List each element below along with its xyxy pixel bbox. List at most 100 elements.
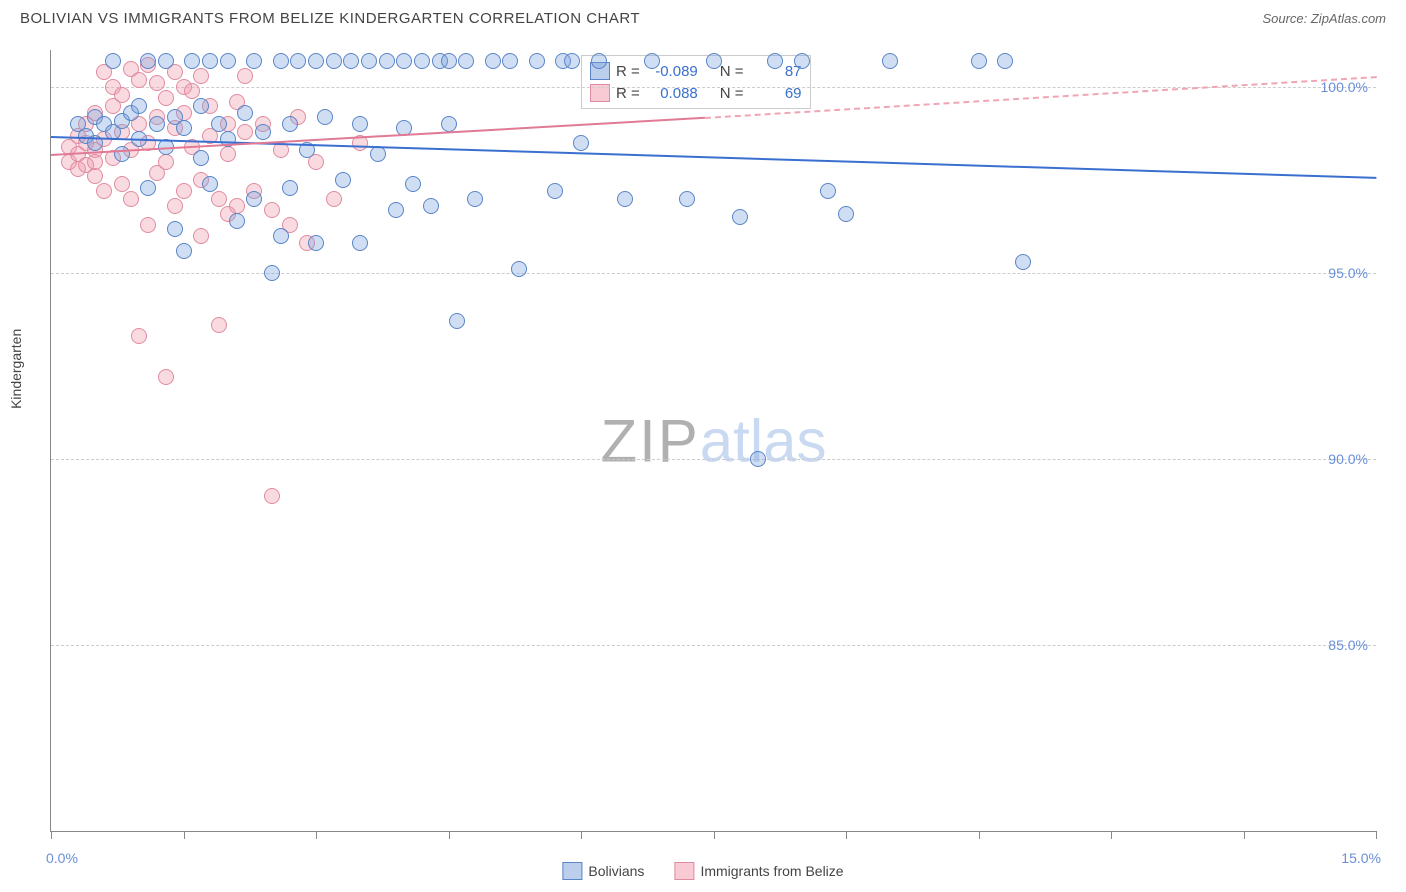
data-point <box>282 180 298 196</box>
x-tick <box>846 831 847 839</box>
chart-header: BOLIVIAN VS IMMIGRANTS FROM BELIZE KINDE… <box>0 0 1406 32</box>
data-point <box>176 183 192 199</box>
data-point <box>158 53 174 69</box>
data-point <box>220 146 236 162</box>
data-point <box>105 53 121 69</box>
data-point <box>997 53 1013 69</box>
data-point <box>352 116 368 132</box>
data-point <box>167 221 183 237</box>
data-point <box>308 53 324 69</box>
data-point <box>123 191 139 207</box>
data-point <box>838 206 854 222</box>
data-point <box>326 53 342 69</box>
data-point <box>679 191 695 207</box>
data-point <box>317 109 333 125</box>
correlation-row: R =0.088N =69 <box>590 82 802 104</box>
data-point <box>290 53 306 69</box>
data-point <box>449 313 465 329</box>
data-point <box>441 53 457 69</box>
data-point <box>529 53 545 69</box>
data-point <box>229 213 245 229</box>
x-tick <box>449 831 450 839</box>
x-axis-min-label: 0.0% <box>46 850 78 866</box>
data-point <box>202 176 218 192</box>
x-tick <box>1376 831 1377 839</box>
data-point <box>820 183 836 199</box>
data-point <box>140 53 156 69</box>
data-point <box>326 191 342 207</box>
y-axis-title: Kindergarten <box>8 328 24 408</box>
x-tick <box>714 831 715 839</box>
data-point <box>158 90 174 106</box>
data-point <box>211 191 227 207</box>
data-point <box>193 228 209 244</box>
data-point <box>131 328 147 344</box>
legend-label: Immigrants from Belize <box>700 863 843 879</box>
data-point <box>1015 254 1031 270</box>
data-point <box>441 116 457 132</box>
data-point <box>246 53 262 69</box>
data-point <box>308 235 324 251</box>
data-point <box>211 116 227 132</box>
data-point <box>131 98 147 114</box>
chart-title: BOLIVIAN VS IMMIGRANTS FROM BELIZE KINDE… <box>20 10 640 27</box>
data-point <box>644 53 660 69</box>
data-point <box>237 124 253 140</box>
data-point <box>158 369 174 385</box>
data-point <box>264 265 280 281</box>
data-point <box>485 53 501 69</box>
x-tick <box>1111 831 1112 839</box>
grid-line <box>51 459 1376 460</box>
data-point <box>131 72 147 88</box>
data-point <box>750 451 766 467</box>
data-point <box>352 235 368 251</box>
data-point <box>335 172 351 188</box>
data-point <box>547 183 563 199</box>
data-point <box>176 120 192 136</box>
watermark: ZIPatlas <box>600 406 826 475</box>
data-point <box>273 228 289 244</box>
data-point <box>511 261 527 277</box>
data-point <box>264 202 280 218</box>
data-point <box>282 116 298 132</box>
y-tick-label: 100.0% <box>1321 79 1368 95</box>
data-point <box>167 198 183 214</box>
data-point <box>149 75 165 91</box>
data-point <box>255 124 271 140</box>
data-point <box>732 209 748 225</box>
data-point <box>193 98 209 114</box>
data-point <box>184 53 200 69</box>
data-point <box>617 191 633 207</box>
data-point <box>467 191 483 207</box>
data-point <box>246 191 262 207</box>
x-axis-max-label: 15.0% <box>1341 850 1381 866</box>
y-tick-label: 95.0% <box>1328 265 1368 281</box>
chart-plot-area: Kindergarten 0.0% 15.0% ZIPatlas R =-0.0… <box>50 50 1376 832</box>
data-point <box>176 243 192 259</box>
x-tick <box>51 831 52 839</box>
legend-item: Immigrants from Belize <box>674 862 843 880</box>
chart-legend: BoliviansImmigrants from Belize <box>562 862 843 880</box>
data-point <box>388 202 404 218</box>
data-point <box>202 53 218 69</box>
x-tick <box>316 831 317 839</box>
data-point <box>149 116 165 132</box>
data-point <box>502 53 518 69</box>
data-point <box>229 198 245 214</box>
data-point <box>573 135 589 151</box>
y-tick-label: 90.0% <box>1328 451 1368 467</box>
data-point <box>971 53 987 69</box>
data-point <box>114 146 130 162</box>
data-point <box>140 217 156 233</box>
data-point <box>237 105 253 121</box>
grid-line <box>51 645 1376 646</box>
data-point <box>794 53 810 69</box>
data-point <box>423 198 439 214</box>
data-point <box>184 83 200 99</box>
data-point <box>591 53 607 69</box>
data-point <box>114 87 130 103</box>
data-point <box>193 150 209 166</box>
data-point <box>361 53 377 69</box>
data-point <box>405 176 421 192</box>
data-point <box>882 53 898 69</box>
